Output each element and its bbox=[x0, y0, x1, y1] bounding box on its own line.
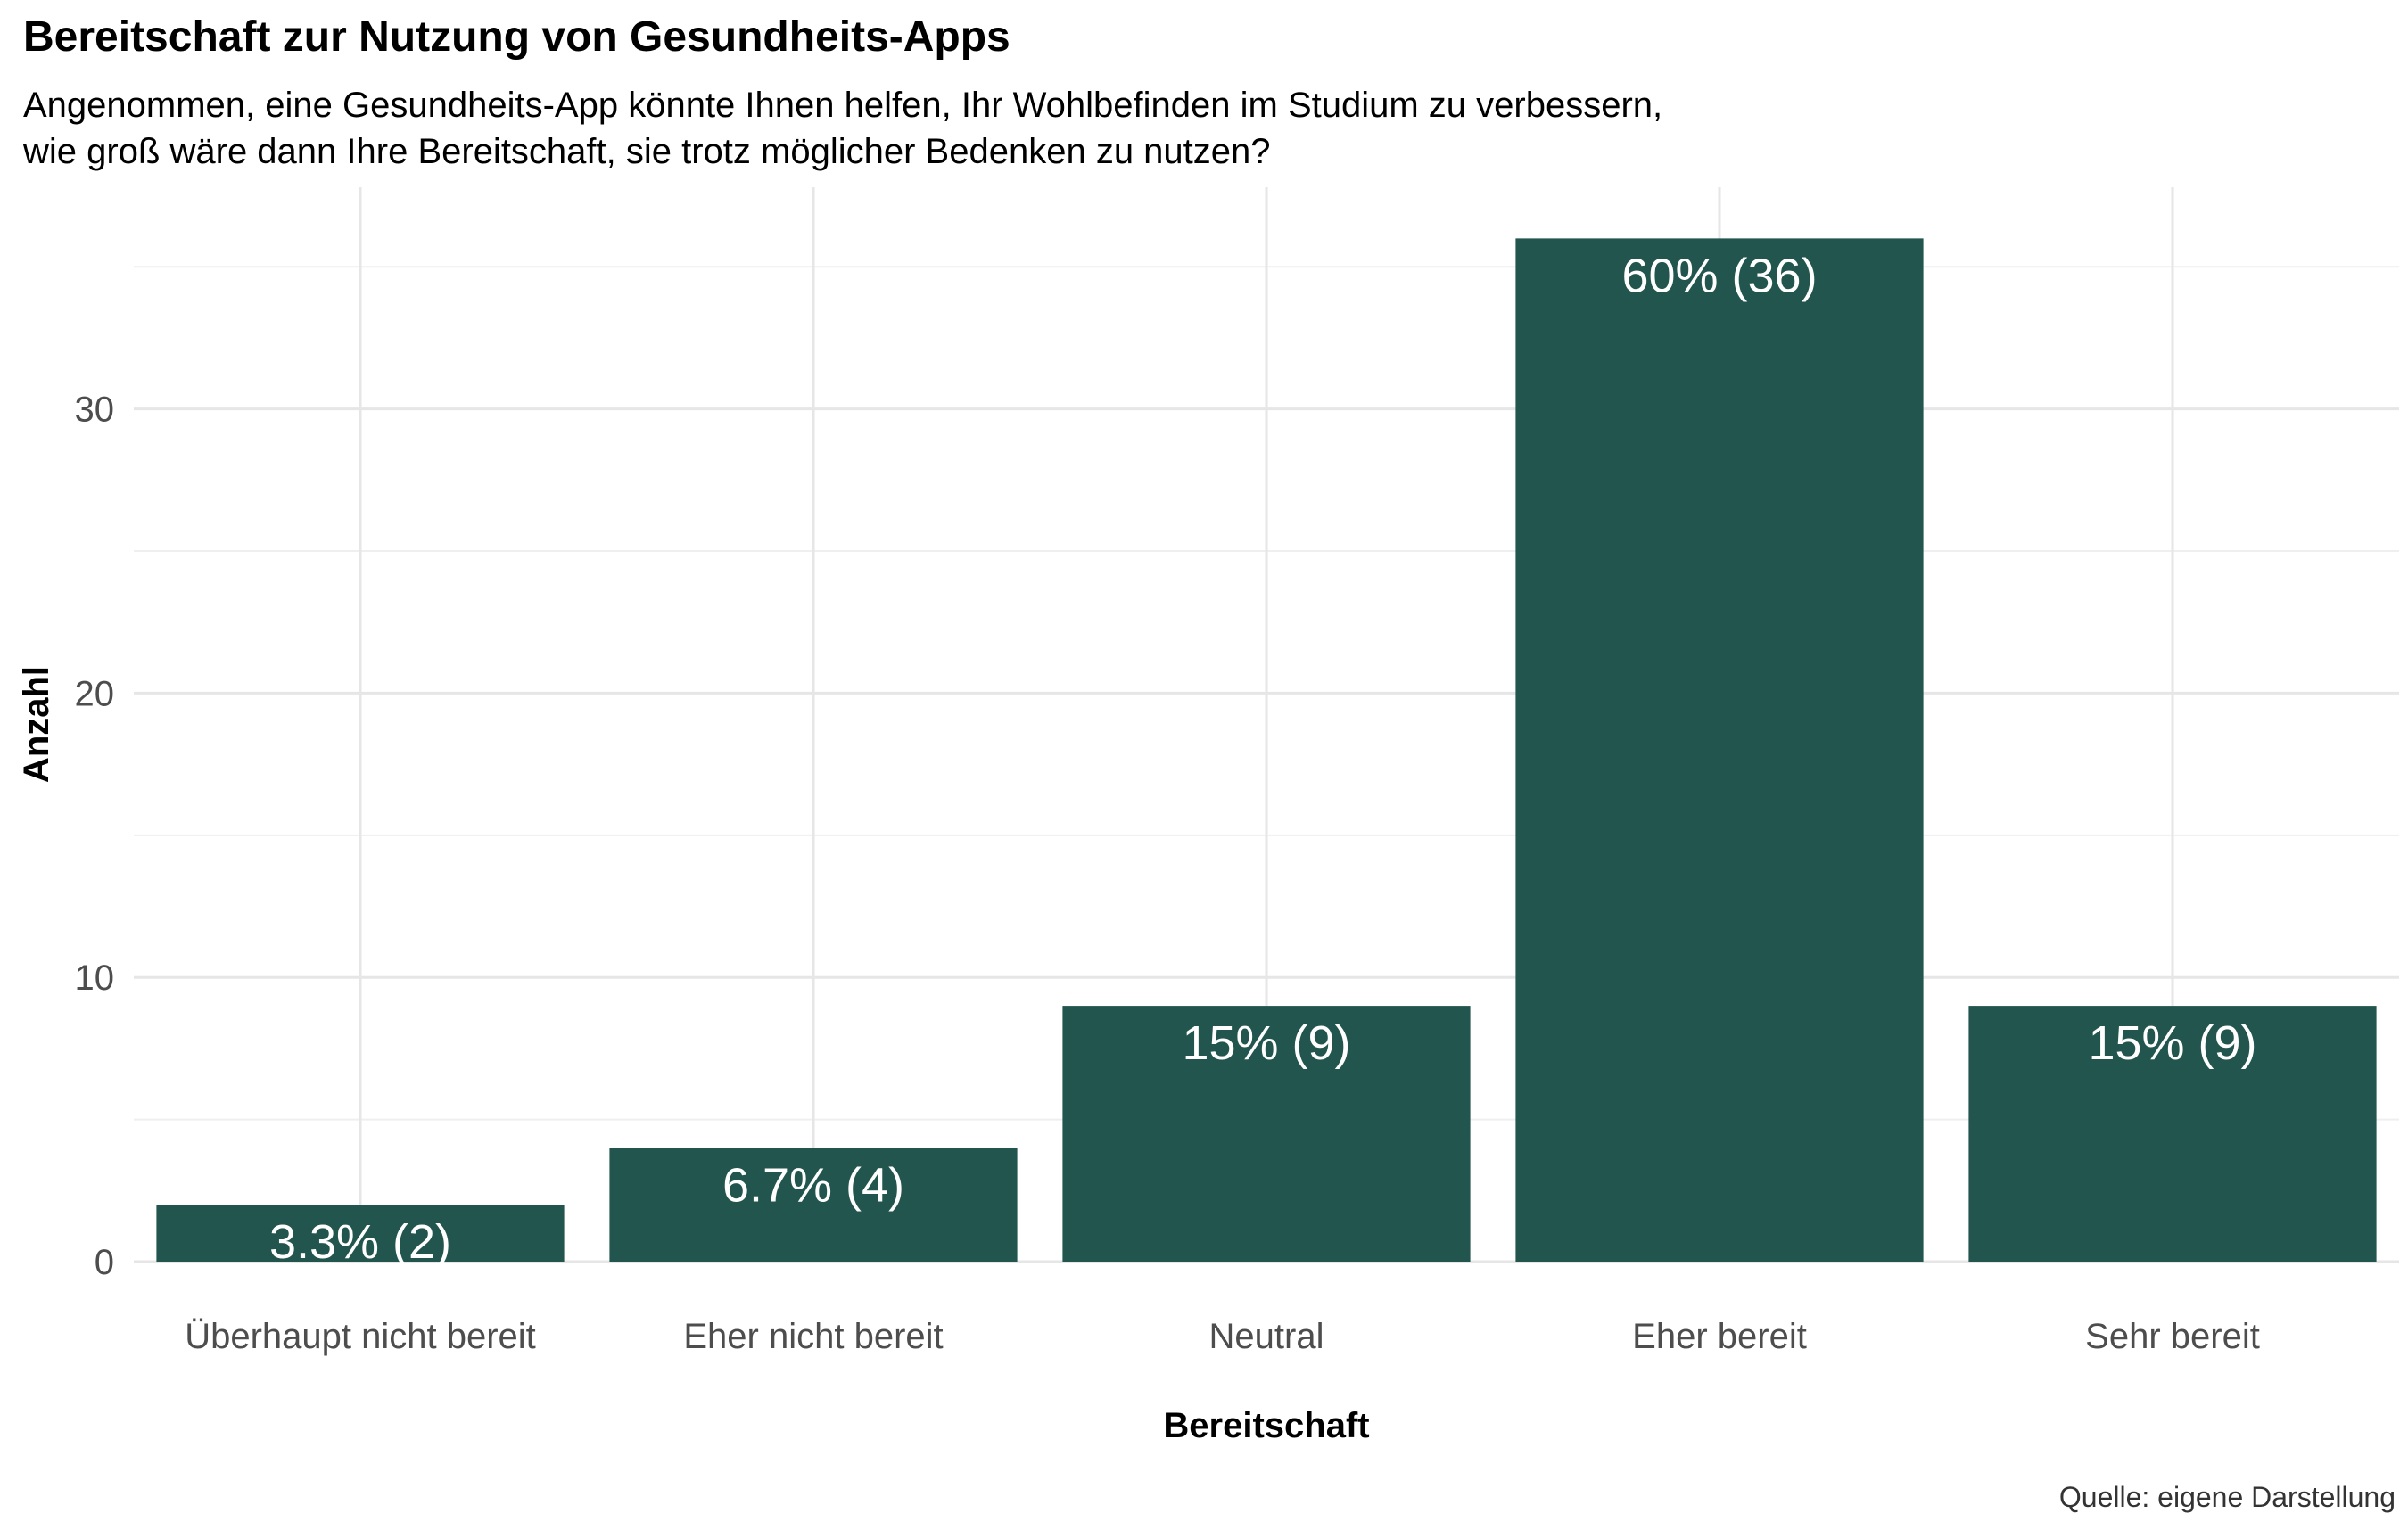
chart-title: Bereitschaft zur Nutzung von Gesundheits… bbox=[23, 13, 1010, 61]
y-tick-label: 10 bbox=[75, 958, 115, 998]
x-tick-label: Sehr bereit bbox=[2085, 1317, 2260, 1356]
chart-caption: Quelle: eigene Darstellung bbox=[2058, 1481, 2396, 1513]
y-tick-label: 0 bbox=[95, 1243, 114, 1282]
bar-data-label: 60% (36) bbox=[1621, 249, 1817, 302]
x-axis-title: Bereitschaft bbox=[1163, 1406, 1369, 1445]
bar bbox=[1062, 1006, 1471, 1262]
bar-data-label: 6.7% (4) bbox=[722, 1158, 904, 1212]
y-tick-label: 30 bbox=[75, 391, 115, 430]
subtitle-line-2: wie groß wäre dann Ihre Bereitschaft, si… bbox=[23, 132, 1271, 171]
y-axis-title: Anzahl bbox=[17, 666, 56, 783]
y-tick-label: 20 bbox=[75, 674, 115, 713]
x-tick-label: Neutral bbox=[1209, 1317, 1324, 1356]
bar-data-label: 15% (9) bbox=[1182, 1016, 1350, 1070]
subtitle-line-1: Angenommen, eine Gesundheits-App könnte … bbox=[23, 86, 1663, 125]
x-tick-label: Überhaupt nicht bereit bbox=[185, 1317, 536, 1356]
bar bbox=[1515, 238, 1924, 1262]
x-tick-label: Eher bereit bbox=[1632, 1317, 1807, 1356]
chart-subtitle: Angenommen, eine Gesundheits-App könnte … bbox=[23, 82, 1662, 175]
bar bbox=[156, 1205, 565, 1262]
bar-data-label: 15% (9) bbox=[2088, 1016, 2256, 1070]
bar bbox=[609, 1148, 1018, 1262]
bar bbox=[1968, 1006, 2377, 1262]
bar-data-label: 3.3% (2) bbox=[269, 1215, 451, 1269]
x-tick-label: Eher nicht bereit bbox=[683, 1317, 943, 1356]
